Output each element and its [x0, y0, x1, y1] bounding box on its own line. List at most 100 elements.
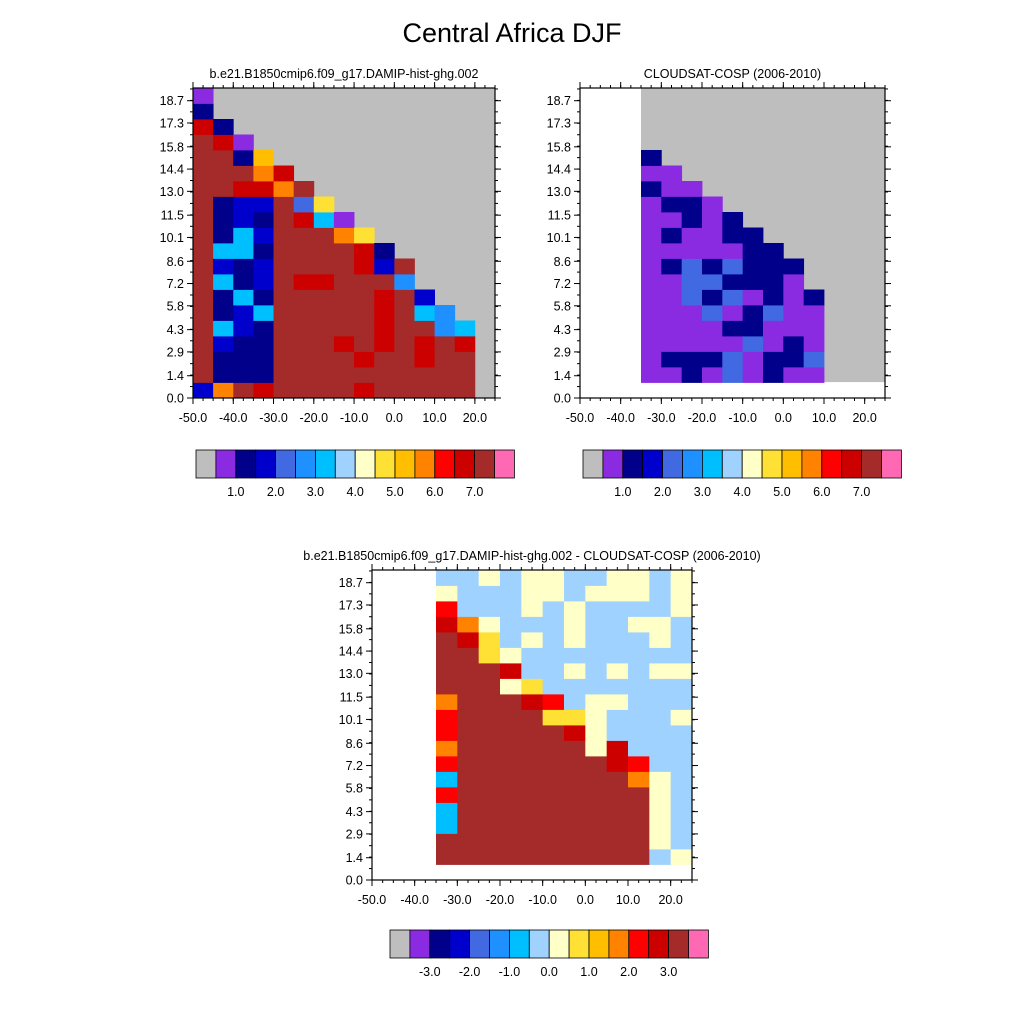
heatmap-cell: [500, 601, 522, 617]
heatmap-cell: [670, 740, 693, 757]
heatmap-cell: [273, 367, 295, 383]
heatmap-cell: [742, 336, 764, 352]
heatmap-cell: [564, 802, 586, 819]
heatmap-cell: [803, 336, 825, 352]
y-tick-label: 8.6: [167, 255, 184, 269]
heatmap-cell: [273, 227, 295, 244]
colorbar-label: 6.0: [813, 485, 830, 499]
heatmap-cell: [521, 678, 544, 695]
heatmap-cell: [454, 336, 476, 352]
heatmap-cell: [702, 305, 723, 321]
y-tick-label: 0.0: [167, 392, 184, 406]
heatmap-cell: [500, 647, 522, 664]
heatmap-cell: [670, 678, 693, 695]
heatmap-cell: [585, 771, 608, 788]
heatmap-cell: [681, 320, 703, 337]
y-tick-label: 8.6: [346, 737, 363, 751]
heatmap-cell: [670, 818, 693, 834]
x-tick-label: -20.0: [688, 411, 717, 425]
heatmap-cell: [628, 632, 650, 648]
heatmap-cell: [354, 258, 375, 275]
colorbar-box: [195, 449, 217, 479]
colorbar-box: [841, 449, 863, 479]
heatmap-cell: [478, 725, 501, 741]
heatmap-cell: [436, 802, 458, 819]
heatmap-cell: [213, 196, 234, 213]
y-tick-label: 2.9: [554, 345, 571, 359]
heatmap-cell: [253, 227, 274, 244]
y-tick-label: 0.0: [346, 874, 363, 888]
heatmap-cell: [436, 678, 458, 695]
colorbar-box: [648, 929, 670, 959]
heatmap-cell: [702, 336, 723, 352]
heatmap-cell: [564, 694, 586, 710]
heatmap-cell: [641, 227, 662, 244]
colorbar-box: [255, 449, 276, 479]
colorbar-box: [741, 449, 763, 479]
heatmap-cell: [273, 289, 295, 306]
heatmap-cell: [253, 196, 274, 213]
heatmap-cell: [542, 833, 565, 850]
colorbar-box: [622, 449, 644, 479]
heatmap-cell: [521, 725, 544, 741]
heatmap-cell: [661, 367, 683, 383]
x-tick-label: 20.0: [658, 893, 682, 907]
heatmap-cell: [454, 367, 476, 383]
x-tick-label: -40.0: [219, 411, 248, 425]
heatmap-cell: [628, 663, 650, 679]
heatmap-cell: [193, 103, 214, 120]
heatmap-cell: [670, 694, 693, 710]
heatmap-cell: [253, 351, 274, 368]
colorbar-box: [582, 449, 604, 479]
heatmap-cell: [521, 709, 544, 726]
heatmap-cell: [585, 787, 608, 803]
y-tick-label: 11.5: [340, 691, 363, 705]
heatmap-cell: [434, 336, 456, 352]
heatmap-cell: [722, 212, 744, 228]
heatmap-cell: [542, 818, 565, 834]
y-tick-label: 1.4: [167, 369, 184, 383]
heatmap-cell: [436, 725, 458, 741]
heatmap-cell: [333, 305, 355, 321]
x-tick-label: 10.0: [616, 893, 640, 907]
heatmap-cell: [585, 802, 608, 819]
colorbar-box: [275, 449, 296, 479]
colorbar-label: 0.0: [541, 965, 558, 979]
heatmap-cell: [742, 367, 764, 383]
heatmap-cell: [457, 709, 480, 726]
heatmap-cell: [500, 818, 522, 834]
heatmap-cell: [233, 336, 254, 352]
x-tick-label: 0.0: [386, 411, 403, 425]
heatmap-cell: [273, 320, 295, 337]
x-tick-label: -20.0: [486, 893, 515, 907]
heatmap-cell: [193, 351, 214, 368]
heatmap-cell: [394, 258, 415, 275]
heatmap-cell: [293, 227, 315, 244]
heatmap-cell: [641, 367, 662, 383]
heatmap-cell: [213, 258, 234, 275]
heatmap-cell: [521, 756, 544, 772]
heatmap-cell: [313, 305, 335, 321]
heatmap-cell: [374, 258, 395, 275]
heatmap-cell: [606, 663, 629, 679]
colorbar-box: [389, 929, 411, 959]
heatmap-cell: [564, 849, 586, 865]
heatmap-cell: [500, 585, 522, 602]
panel-title: b.e21.B1850cmip6.f09_g17.DAMIP-hist-ghg.…: [303, 549, 760, 563]
heatmap-cell: [434, 367, 456, 383]
heatmap-cell: [542, 647, 565, 664]
heatmap-cell: [273, 165, 295, 182]
heatmap-cell: [585, 740, 608, 757]
heatmap-cell: [434, 305, 456, 321]
heatmap-cell: [702, 258, 723, 275]
heatmap-cell: [649, 570, 672, 586]
heatmap-cell: [606, 570, 629, 586]
heatmap-cell: [193, 274, 214, 290]
colorbar-label: -2.0: [459, 965, 481, 979]
colorbar-label: -1.0: [499, 965, 521, 979]
y-tick-label: 7.2: [554, 277, 571, 291]
heatmap-cell: [454, 382, 476, 399]
heatmap-cell: [681, 181, 703, 197]
heatmap-cell: [702, 289, 723, 306]
heatmap-cell: [542, 849, 565, 865]
